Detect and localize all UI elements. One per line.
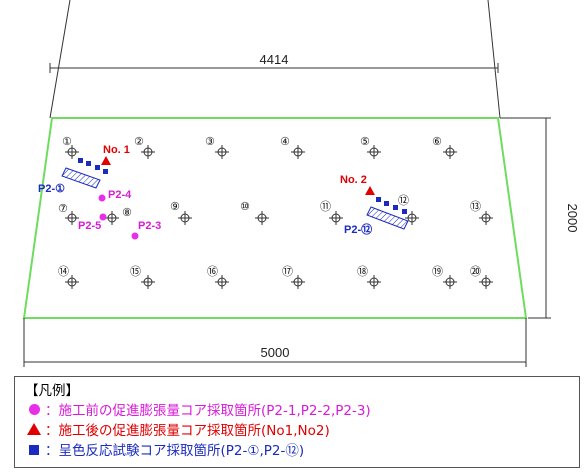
grid-label: ⑦ [58,202,68,215]
square-marker [393,205,398,210]
square-marker [95,165,100,170]
grid-label: ⑥ [432,135,442,148]
circle-marker-p2-3 [131,232,139,240]
square-marker [402,209,407,214]
grid-label: ⑬ [470,200,481,213]
sample-strip-p2-12 [366,197,409,230]
plan-drawing: 4414 2000 5000 ① ② ③ ④ ⑤ ⑥ ⑦ ⑧ ⑨ ⑩ ⑪ ⑫ ⑬… [22,0,580,367]
reference-point-icon [65,275,79,289]
grid-label: ④ [280,135,290,148]
reference-point-icon [215,275,229,289]
grid-label: ⑧ [122,206,132,219]
square-marker [103,169,108,174]
blue-square-icon [25,441,43,461]
grid-label: ⑨ [170,200,180,213]
grid-label: ⑯ [207,265,218,278]
reference-point-icon [443,145,457,159]
grid-label: ⑪ [320,200,331,213]
grid-label: ⑲ [432,265,443,278]
label-p2-5: P2-5 [78,220,101,232]
legend-box: 【凡例】 ：施工前の促進膨張量コア採取箇所(P2-1,P2-2,P2-3) ：施… [14,376,580,468]
label-no1: No. 1 [103,144,130,156]
sample-strip-p2-1 [61,158,108,189]
triangle-marker-no2 [365,186,375,195]
grid-label: ⑭ [58,265,69,278]
label-p2-3: P2-3 [138,220,161,232]
dimension-top-label: 4414 [260,52,289,67]
legend-text: ：施工後の促進膨張量コア採取箇所(No1,No2) [45,423,330,439]
reference-point-icon [178,211,192,225]
reference-point-icon [367,145,381,159]
grid-label: ⑫ [398,194,409,207]
reference-point-icon [367,275,381,289]
reference-point-icon [215,145,229,159]
legend-item-circle: ：施工前の促進膨張量コア採取箇所(P2-1,P2-2,P2-3) [25,401,569,421]
dimension-right-label: 2000 [565,204,580,233]
legend-item-square: ：呈色反応試験コア採取箇所(P2-①,P2-⑫) [25,441,569,461]
square-marker [78,158,83,163]
grid-label: ⑰ [282,265,293,278]
reference-point-icon [105,211,119,225]
circle-marker-p2-4 [98,194,106,202]
label-p2-4: P2-4 [108,189,132,201]
square-marker [86,161,91,166]
legend-title: 【凡例】 [25,383,79,399]
grid-label: ② [134,135,144,148]
reference-point-icon [141,145,155,159]
reference-point-icon [479,211,493,225]
pink-circle-icon [25,401,43,421]
label-p2-circ1: P2-① [38,183,65,195]
reference-point-icon [291,275,305,289]
red-triangle-icon [25,421,43,441]
grid-label: ③ [205,135,215,148]
grid-label: ⑩ [240,200,250,213]
reference-point-icon [141,275,155,289]
extension-line-right-upper [487,0,501,119]
grid-label: ① [62,135,72,148]
grid-label: ⑳ [470,265,481,278]
reference-point-icon [65,145,79,159]
extension-line-left-upper [49,0,71,119]
legend-text: ：施工前の促進膨張量コア採取箇所(P2-1,P2-2,P2-3) [45,403,371,419]
square-marker [376,197,381,202]
reference-point-icon [479,275,493,289]
crosshair-group [65,145,493,289]
circle-marker-p2-5 [99,213,107,221]
square-marker [384,201,389,206]
grid-label: ⑤ [360,135,370,148]
legend-text: ：呈色反応試験コア採取箇所(P2-①,P2-⑫) [45,443,305,459]
reference-point-icon [291,145,305,159]
reference-point-icon [405,211,419,225]
reference-point-icon [255,211,269,225]
dimension-bottom-label: 5000 [261,345,290,360]
reference-point-icon [65,211,79,225]
legend-item-triangle: ：施工後の促進膨張量コア採取箇所(No1,No2) [25,421,569,441]
reference-point-icon [443,275,457,289]
reference-point-icon [329,211,343,225]
grid-label: ⑮ [130,265,141,278]
grid-label: ⑱ [357,265,368,278]
triangle-marker-no1 [101,156,111,165]
label-no2: No. 2 [340,174,367,186]
label-p2-circ12: P2-⑫ [344,222,372,236]
